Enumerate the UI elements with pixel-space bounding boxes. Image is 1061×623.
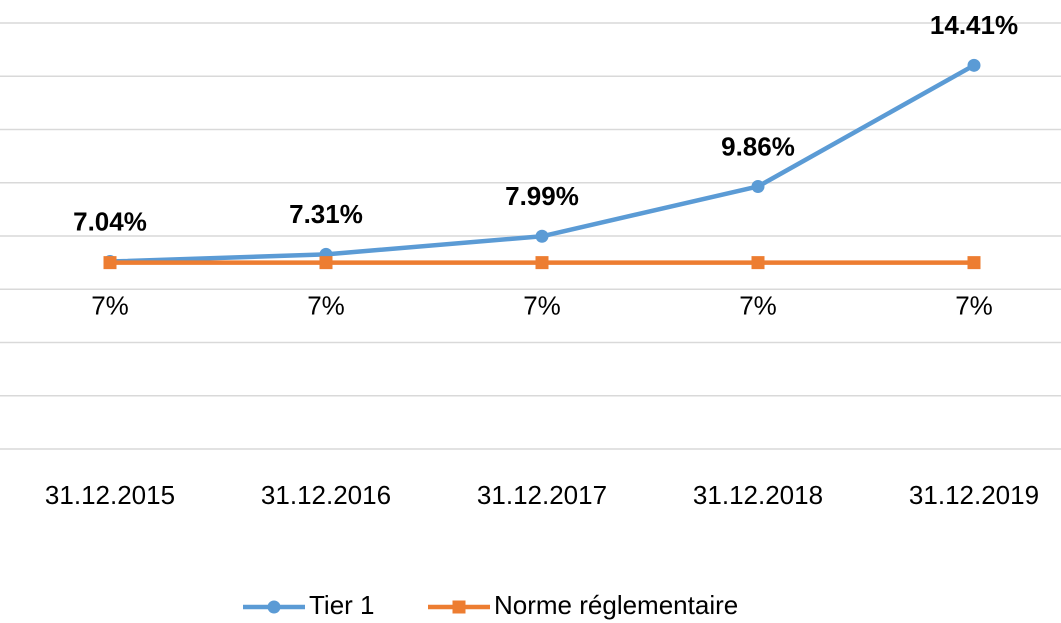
point (103, 256, 117, 270)
point (751, 179, 765, 193)
data-label: 7.31% (289, 199, 363, 229)
point (535, 256, 549, 270)
x-tick-label: 31.12.2016 (261, 480, 391, 510)
data-label: 7% (955, 291, 993, 321)
x-tick-label: 31.12.2017 (477, 480, 607, 510)
point (319, 256, 333, 270)
x-tick-label: 31.12.2019 (909, 480, 1039, 510)
data-label: 9.86% (721, 131, 795, 161)
data-label: 7% (307, 291, 345, 321)
x-tick-label: 31.12.2015 (45, 480, 175, 510)
data-label: 7% (91, 291, 129, 321)
legend-marker (452, 600, 466, 614)
legend-label: Tier 1 (309, 590, 375, 620)
data-label: 14.41% (930, 10, 1018, 40)
point (967, 256, 981, 270)
point (535, 229, 549, 243)
legend-label: Norme réglementaire (494, 590, 738, 620)
data-label: 7.99% (505, 181, 579, 211)
legend-marker (267, 600, 281, 614)
point (751, 256, 765, 270)
point (967, 58, 981, 72)
data-label: 7.04% (73, 206, 147, 236)
x-tick-label: 31.12.2018 (693, 480, 823, 510)
data-label: 7% (523, 291, 561, 321)
data-label: 7% (739, 291, 777, 321)
